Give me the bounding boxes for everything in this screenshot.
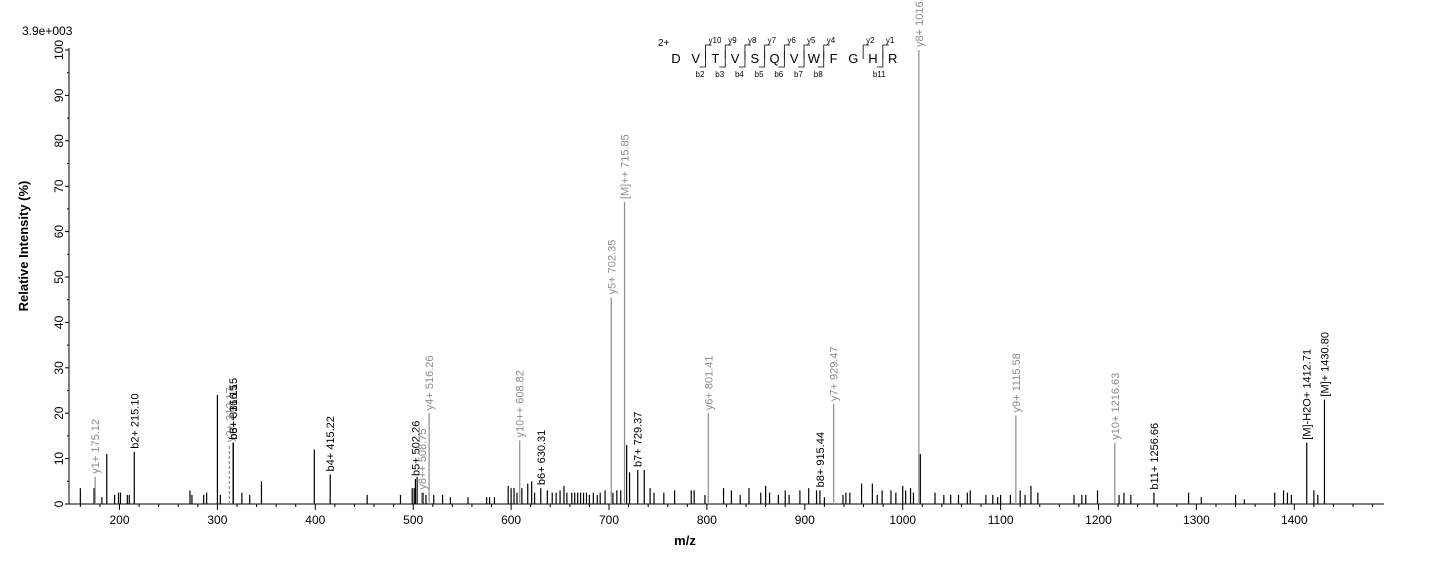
x-tick-label: 500 [403, 513, 423, 527]
x-tick-label: 1000 [889, 513, 916, 527]
x-tick-label: 1400 [1281, 513, 1308, 527]
b-ion-label: b6 [774, 70, 783, 79]
sequence-residue: V [691, 51, 700, 66]
b-ion-label: b5 [755, 70, 764, 79]
b-ion-bracket [719, 51, 726, 68]
peak-label: [M]-H2O+ 1412.71 [1302, 349, 1314, 440]
y-tick-label: 100 [52, 40, 66, 60]
y-ion-label: y1 [886, 36, 895, 45]
y-axis-ticks: 0 10 20 30 40 50 60 70 80 90 100 [52, 40, 69, 507]
peak-label: y2+ 312.17... [224, 378, 236, 442]
x-tick-label: 400 [305, 513, 325, 527]
b-ion-label: b3 [715, 70, 724, 79]
peak-label: b3+ 316.15 [228, 384, 240, 439]
peak-label: y1+ 175.12 [90, 419, 102, 474]
b-ion-label: b11 [873, 70, 886, 79]
x-tick-label: 1100 [988, 513, 1014, 527]
b-ion-label: b4 [735, 70, 744, 79]
peak-label: b8+ 915.44 [815, 432, 827, 487]
sequence-residue: R [888, 51, 897, 66]
y-ion-label: y5 [807, 36, 816, 45]
y-axis-title: Relative Intensity (%) [16, 181, 31, 312]
peak-label: y4+ 516.26 [424, 355, 436, 410]
y-ion-label: y9 [728, 36, 737, 45]
y-tick-label: 20 [52, 406, 66, 420]
peak-label: [M]+ 1430.80 [1319, 332, 1331, 397]
x-tick-label: 200 [109, 513, 129, 527]
y-ion-label: y8 [748, 36, 757, 45]
peak-label: b6++ 316.15 [228, 378, 240, 440]
peak-label: y8++ 508.75 [417, 428, 429, 489]
peak-label: y10+ 1216.63 [1110, 373, 1122, 440]
peak-label: y8+ 1016.51 [914, 0, 926, 47]
sequence-residue: F [830, 51, 838, 66]
y-ion-label: y6 [787, 36, 796, 45]
sequence-residue: S [750, 51, 759, 66]
sequence-residue: V [790, 51, 799, 66]
peak-label: y5+ 702.35 [606, 240, 618, 295]
b-ion-bracket [699, 51, 706, 68]
peak-label: y9+ 1115.58 [1011, 353, 1023, 412]
peak-label: b4+ 415.22 [325, 416, 337, 471]
peak-label: b5+ 502.26 [410, 421, 422, 476]
b-ion-label: b7 [794, 70, 803, 79]
y-tick-label: 0 [52, 500, 66, 507]
x-tick-label: 800 [697, 513, 717, 527]
b-ion-label: b2 [696, 70, 705, 79]
x-tick-label: 600 [501, 513, 521, 527]
peak-label: y10++ 608.82 [515, 370, 527, 437]
peak-label: b11+ 1256.66 [1149, 423, 1161, 490]
x-tick-label: 1200 [1085, 513, 1112, 527]
peak-label: b2+ 215.10 [129, 393, 141, 448]
peak-label: y7+ 929.47 [829, 346, 841, 401]
b-ion-bracket [758, 51, 766, 68]
sequence-residue: D [671, 51, 680, 66]
y-tick-label: 60 [52, 225, 66, 239]
sequence-residue: T [711, 51, 719, 66]
b-ion-bracket [876, 51, 884, 68]
peak-label: y6+ 801.41 [703, 355, 715, 410]
sequence-residue: G [848, 51, 858, 66]
x-tick-label: 900 [795, 513, 815, 527]
y-tick-label: 70 [52, 179, 66, 193]
peak-series [79, 50, 1326, 504]
peak-label: b6+ 630.31 [536, 430, 548, 485]
b-ion-label: b8 [814, 70, 823, 79]
sequence-residue: Q [769, 51, 779, 66]
peak-label: [M]++ 715.85 [620, 134, 632, 199]
precursor-charge: 2+ [658, 38, 670, 49]
y-ion-bracket [862, 44, 870, 59]
b-ion-bracket [778, 51, 785, 68]
x-tick-label: 700 [599, 513, 619, 527]
sequence-residue: H [868, 51, 877, 66]
y-tick-label: 90 [52, 88, 66, 102]
b-ion-bracket [738, 51, 746, 68]
y-tick-label: 40 [52, 315, 66, 329]
y-tick-label: 30 [52, 361, 66, 375]
y-ion-label: y7 [768, 36, 777, 45]
y-tick-label: 80 [52, 134, 66, 148]
x-axis-ticks: 200 300 400 500 600 700 800 900 1000 1100 1200 1300… [79, 504, 1374, 527]
y-ion-label: y2 [866, 36, 875, 45]
sequence-residue: V [731, 51, 740, 66]
y-ion-label: y4 [827, 36, 836, 45]
y-tick-label: 50 [52, 270, 66, 284]
x-axis-title: m/z [674, 533, 696, 548]
sequence-residue: W [808, 51, 821, 66]
x-tick-label: 300 [207, 513, 227, 527]
x-tick-label: 1300 [1183, 513, 1210, 527]
b-ion-bracket [817, 51, 825, 68]
b-ion-bracket [798, 51, 805, 68]
y-ion-label: y10 [709, 36, 722, 45]
intensity-scale-label: 3.9e+003 [22, 24, 73, 38]
y-tick-label: 10 [52, 452, 66, 466]
peak-label: b7+ 729.37 [633, 412, 645, 467]
